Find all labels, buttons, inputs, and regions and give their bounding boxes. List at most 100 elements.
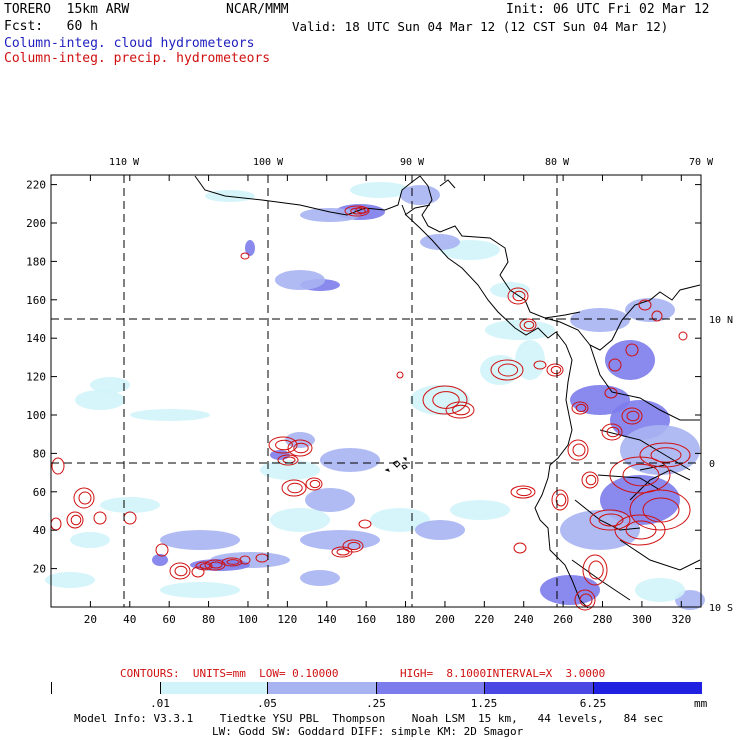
legend-swatch	[376, 682, 485, 694]
precip-contour-inner	[555, 493, 567, 507]
precip-contour	[268, 436, 298, 454]
precip-contour-inner	[78, 491, 92, 505]
lon-label: 90 W	[400, 157, 425, 168]
cloud-cell	[300, 570, 340, 586]
x-tick-label: 100	[238, 613, 258, 626]
cloud-cell	[160, 582, 240, 598]
cloud-cell	[320, 448, 380, 472]
precip-contour	[123, 511, 137, 525]
legend-swatch	[484, 682, 594, 694]
contour-interval: INTERVAL=X 3.0000	[486, 667, 606, 680]
legend-swatch	[160, 682, 268, 694]
precip-contour	[571, 401, 589, 415]
precip-contour	[551, 489, 569, 511]
precip-contour	[639, 442, 691, 468]
precip-contour-inner	[588, 560, 604, 580]
precip-contour	[396, 371, 404, 379]
precip-contour-inner	[550, 365, 562, 375]
precip-contour	[574, 589, 596, 611]
precip-contour	[221, 557, 243, 567]
precip-contour	[445, 401, 475, 419]
y-tick-label: 40	[33, 524, 46, 537]
lat-label: 10 S	[709, 603, 733, 614]
precip-contour	[51, 457, 65, 475]
precip-contour-inner	[70, 514, 82, 526]
precip-contour	[490, 359, 524, 381]
precip-contour	[629, 489, 691, 531]
cloud-cell	[600, 475, 680, 525]
precip-contour	[422, 385, 468, 415]
cloud-cell	[420, 234, 460, 250]
cloud-cell	[480, 355, 520, 385]
brazil-border	[619, 469, 701, 571]
cloud-cell	[485, 320, 555, 340]
y-tick-label: 120	[26, 371, 46, 384]
x-tick-label: 120	[277, 613, 297, 626]
lon-label: 80 W	[545, 157, 570, 168]
x-tick-label: 80	[202, 613, 215, 626]
cloud-cell	[570, 308, 630, 332]
init-time: Init: 06 UTC Fri 02 Mar 12	[506, 2, 710, 17]
precip-contour	[169, 562, 191, 580]
precip-contour	[581, 471, 599, 489]
forecast-hour: Fcst: 60 h	[4, 19, 98, 34]
precip-contour	[510, 485, 536, 499]
cloud-cell	[415, 520, 465, 540]
precip-contour	[305, 477, 323, 491]
x-tick-label: 20	[84, 613, 97, 626]
cloud-cell	[400, 185, 440, 205]
institution: NCAR/MMM	[226, 2, 289, 17]
model-info: Model Info: V3.3.1 Tiedtke YSU PBL Thomp…	[74, 712, 664, 725]
field-precip-label: Column-integ. precip. hydrometeors	[4, 51, 271, 66]
precip-contour	[342, 539, 364, 553]
x-tick-labels: 20 40 60 80 100 120 140 160 180 200 220 240 260 280 30…	[84, 613, 691, 626]
precip-contour-inner	[572, 443, 586, 457]
x-tick-label: 260	[553, 613, 573, 626]
precip-contour	[50, 517, 62, 531]
precip-contour	[546, 363, 564, 377]
precip-contour-inner	[585, 474, 597, 486]
lon-label: 100 W	[253, 157, 284, 168]
colombia-venezuela-interior	[571, 344, 700, 601]
precip-contour	[355, 206, 369, 214]
south-america-coast	[534, 284, 701, 609]
lon-labels: 110 W 100 W 90 W 80 W 70 W	[109, 157, 714, 168]
cloud-cell	[275, 270, 325, 290]
precip-contour-inner	[347, 541, 361, 551]
precip-contour-inner	[174, 565, 188, 577]
y-tick-label: 160	[26, 294, 46, 307]
precip-contour-inner	[606, 426, 620, 438]
cloud-cell	[540, 575, 600, 605]
contour-units: CONTOURS: UNITS=mm LOW= 0.10000	[120, 667, 339, 680]
legend-swatch	[51, 682, 161, 694]
coastline-layer	[194, 175, 701, 609]
precip-contour	[678, 331, 688, 341]
y-tick-labels: 220 200 180 160 140 120 100 80 60 40 20	[26, 179, 46, 576]
precip-contour-inner	[226, 559, 240, 565]
model-physics: LW: Godd SW: Goddard DIFF: simple KM: 2D…	[212, 725, 524, 738]
field-cloud-label: Column-integ. cloud hydrometeors	[4, 36, 255, 51]
precip-contour	[277, 454, 299, 466]
precip-contour	[287, 439, 313, 457]
precip-contour-inner	[512, 290, 526, 302]
precip-contour-inner	[579, 593, 593, 607]
precip-contour	[625, 343, 639, 357]
precip-contour	[519, 318, 537, 332]
cloud-cell	[635, 578, 685, 602]
precip-contour	[66, 511, 84, 529]
precip-contour-inner	[309, 479, 321, 489]
precip-contour-inner	[452, 404, 470, 416]
cloud-cell	[305, 488, 355, 512]
cloud-cell	[260, 460, 320, 480]
cloud-cell	[90, 377, 130, 393]
precip-contour-inner	[523, 320, 535, 330]
precip-contour-inner	[622, 463, 660, 487]
legend-threshold: 6.25	[579, 697, 607, 710]
precip-contour	[195, 561, 213, 571]
legend-threshold: .01	[150, 697, 170, 710]
legend-units: mm	[694, 697, 708, 710]
legend-threshold: .25	[366, 697, 386, 710]
cloud-cell	[515, 340, 545, 380]
precip-contour	[93, 511, 107, 525]
